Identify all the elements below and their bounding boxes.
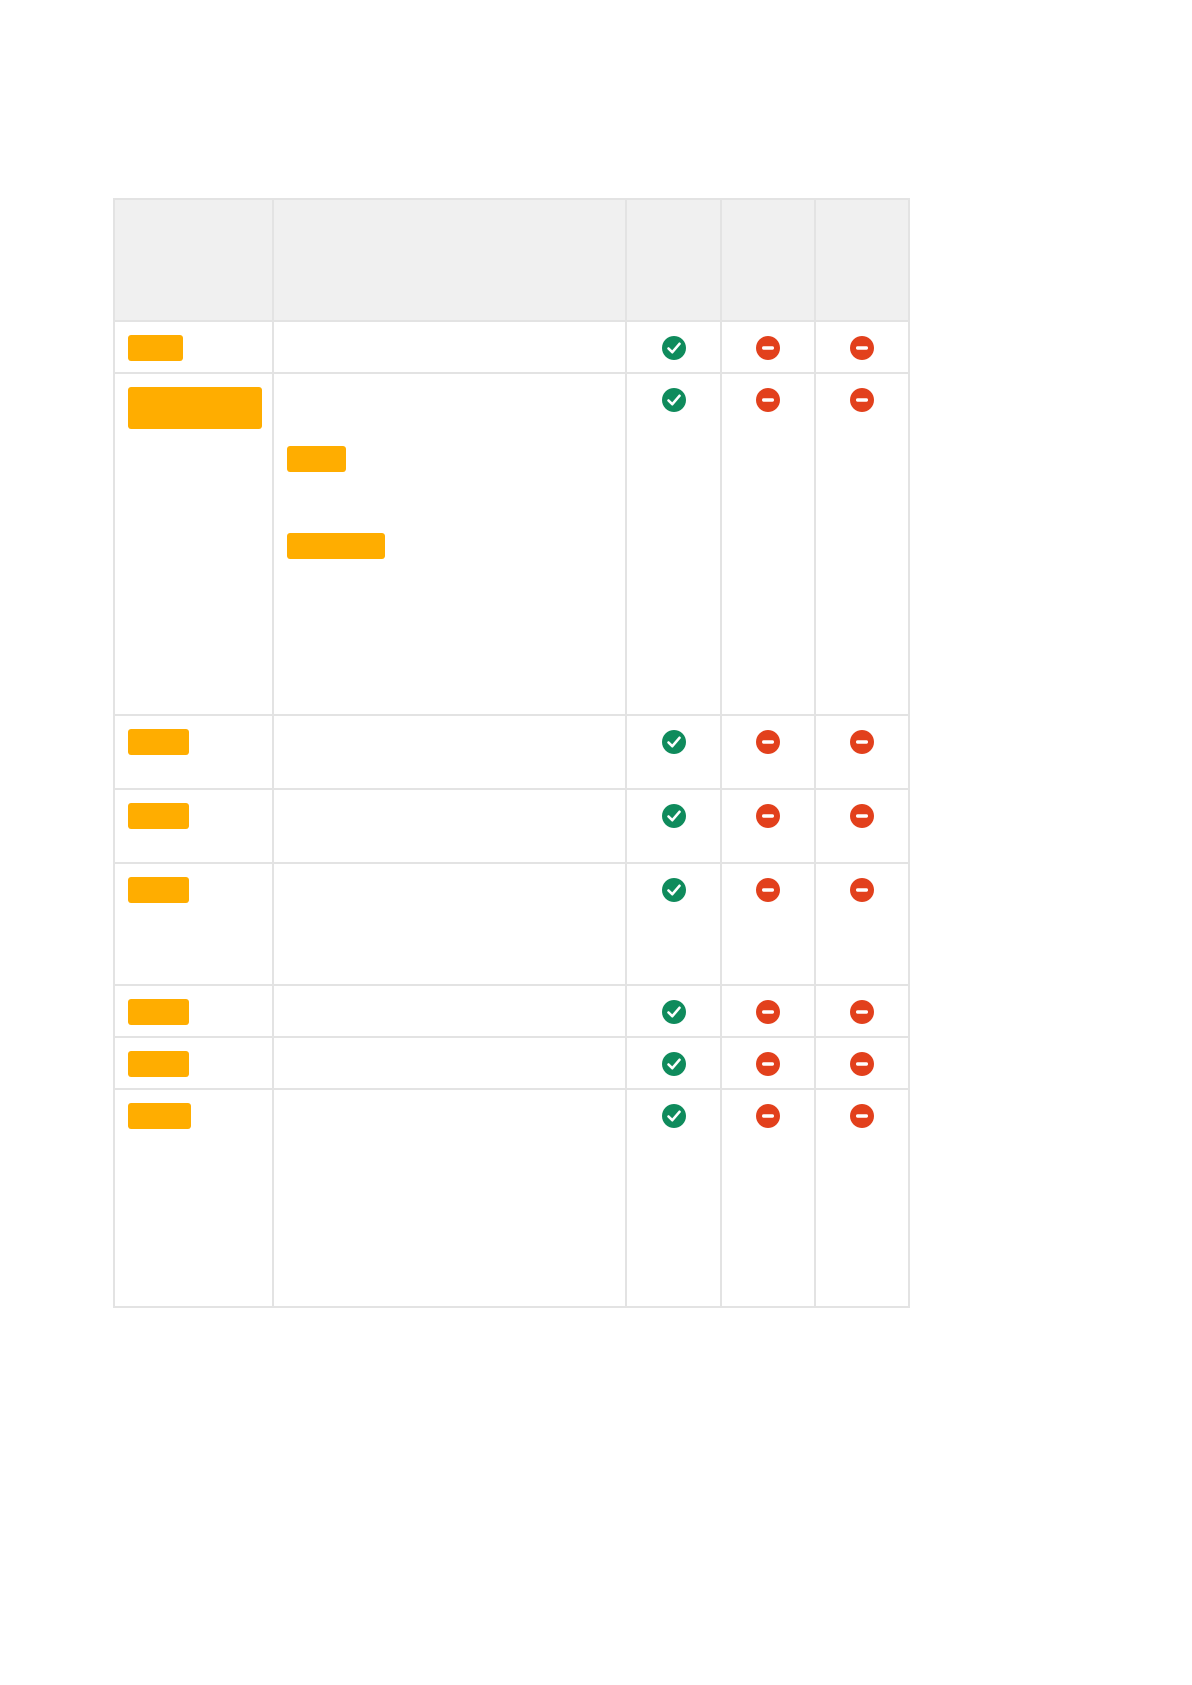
block-icon [849,1052,874,1076]
highlighted-term [128,1051,189,1077]
row-name-cell [113,788,274,864]
header-cell-description [271,198,628,322]
row-flag-cell [813,1036,911,1090]
highlighted-term [128,999,189,1025]
row-name-cell [113,984,274,1038]
header-cell-name [113,198,274,322]
row-flag-cell [813,714,911,790]
block-icon [755,336,780,360]
highlighted-term [128,1103,191,1129]
block-icon [849,878,874,902]
row-flag-cell [719,1036,816,1090]
row-flag-cell [625,1088,722,1308]
table-row [113,372,911,716]
row-flag-cell [625,320,722,374]
block-icon [849,336,874,360]
row-description-cell [271,1088,628,1308]
block-icon [755,804,780,828]
row-name-cell [113,862,274,986]
block-icon [755,878,780,902]
row-description-cell [271,1036,628,1090]
row-flag-cell [625,788,722,864]
table-row [113,714,911,790]
row-flag-cell [625,862,722,986]
table-row [113,1036,911,1090]
row-flag-cell [719,320,816,374]
check-icon [661,388,686,412]
feature-table [113,198,911,1308]
highlighted-term [128,335,183,361]
block-icon [849,730,874,754]
block-icon [755,1000,780,1024]
header-cell-flag-3 [813,198,911,322]
check-icon [661,336,686,360]
row-flag-cell [719,714,816,790]
block-icon [849,388,874,412]
row-flag-cell [813,1088,911,1308]
table-row [113,984,911,1038]
row-flag-cell [813,372,911,716]
row-description-cell [271,372,628,716]
row-name-cell [113,372,274,716]
row-description-cell [271,984,628,1038]
row-flag-cell [625,984,722,1038]
table-row [113,320,911,374]
row-name-cell [113,1036,274,1090]
row-flag-cell [719,788,816,864]
row-flag-cell [719,984,816,1038]
row-flag-cell [625,1036,722,1090]
block-icon [849,804,874,828]
row-description-cell [271,320,628,374]
highlighted-term [128,729,189,755]
check-icon [661,1052,686,1076]
block-icon [755,1052,780,1076]
check-icon [661,730,686,754]
row-flag-cell [813,320,911,374]
block-icon [755,1104,780,1128]
header-cell-flag-1 [625,198,722,322]
row-flag-cell [625,372,722,716]
block-icon [849,1104,874,1128]
table-row [113,1088,911,1308]
row-name-cell [113,320,274,374]
row-flag-cell [719,862,816,986]
table-row [113,862,911,986]
check-icon [661,1104,686,1128]
row-description-cell [271,714,628,790]
row-name-cell [113,1088,274,1308]
header-cell-flag-2 [719,198,816,322]
highlighted-term [287,533,385,559]
block-icon [755,730,780,754]
highlighted-term [128,387,262,429]
highlighted-term [287,446,346,472]
row-description-cell [271,862,628,986]
row-flag-cell [625,714,722,790]
row-flag-cell [813,788,911,864]
highlighted-term [128,877,189,903]
row-flag-cell [813,984,911,1038]
row-flag-cell [719,372,816,716]
block-icon [755,388,780,412]
row-flag-cell [719,1088,816,1308]
table-header-row [113,198,911,322]
check-icon [661,1000,686,1024]
check-icon [661,878,686,902]
table-row [113,788,911,864]
row-description-cell [271,788,628,864]
check-icon [661,804,686,828]
block-icon [849,1000,874,1024]
highlighted-term [128,803,189,829]
row-flag-cell [813,862,911,986]
row-name-cell [113,714,274,790]
